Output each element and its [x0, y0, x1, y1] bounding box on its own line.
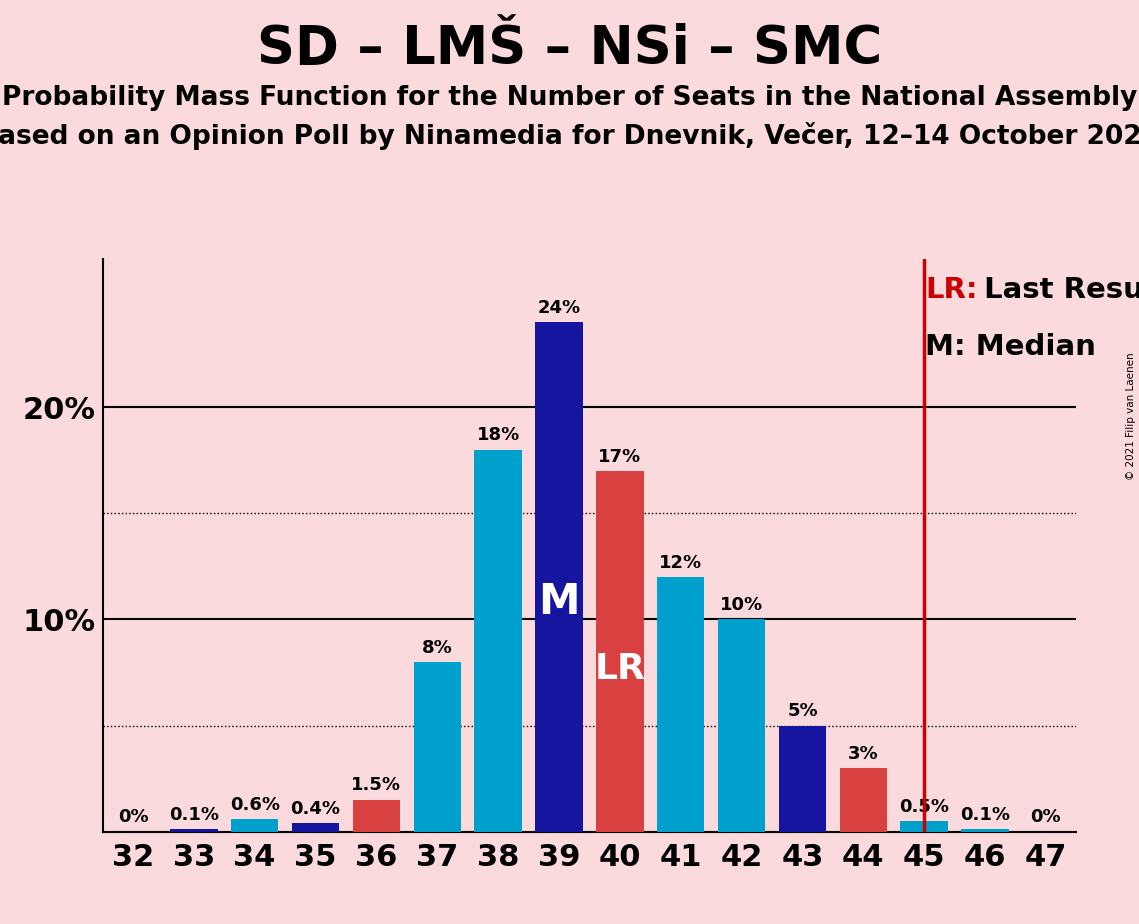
- Text: 0.5%: 0.5%: [899, 797, 949, 816]
- Text: 17%: 17%: [598, 447, 641, 466]
- Text: 0.4%: 0.4%: [290, 800, 341, 818]
- Bar: [779, 725, 826, 832]
- Text: 0.1%: 0.1%: [960, 806, 1010, 824]
- Text: Last Result: Last Result: [974, 276, 1139, 304]
- Text: 24%: 24%: [538, 299, 581, 317]
- Bar: [231, 819, 278, 832]
- Text: LR: LR: [595, 652, 646, 687]
- Text: M: M: [539, 581, 580, 624]
- Text: 8%: 8%: [421, 638, 452, 657]
- Bar: [535, 322, 583, 832]
- Text: 18%: 18%: [476, 426, 519, 444]
- Text: M: Median: M: Median: [925, 334, 1096, 361]
- Bar: [596, 471, 644, 832]
- Bar: [170, 830, 218, 832]
- Text: 1.5%: 1.5%: [352, 776, 401, 795]
- Bar: [292, 823, 339, 832]
- Text: 12%: 12%: [659, 553, 703, 572]
- Bar: [657, 577, 704, 832]
- Bar: [475, 450, 522, 832]
- Text: 0%: 0%: [1031, 808, 1062, 826]
- Bar: [413, 662, 461, 832]
- Bar: [901, 821, 948, 832]
- Text: SD – LMŠ – NSi – SMC: SD – LMŠ – NSi – SMC: [257, 23, 882, 75]
- Text: © 2021 Filip van Laenen: © 2021 Filip van Laenen: [1126, 352, 1136, 480]
- Text: Probability Mass Function for the Number of Seats in the National Assembly: Probability Mass Function for the Number…: [2, 85, 1137, 111]
- Text: 5%: 5%: [787, 702, 818, 720]
- Text: LR:: LR:: [925, 276, 978, 304]
- Text: 0.6%: 0.6%: [230, 796, 280, 813]
- Bar: [839, 768, 887, 832]
- Text: 0.1%: 0.1%: [169, 806, 219, 824]
- Text: 10%: 10%: [720, 596, 763, 614]
- Bar: [961, 830, 1009, 832]
- Text: 0%: 0%: [117, 808, 148, 826]
- Bar: [353, 800, 400, 832]
- Text: 3%: 3%: [849, 745, 878, 762]
- Text: Based on an Opinion Poll by Ninamedia for Dnevnik, Večer, 12–14 October 2021: Based on an Opinion Poll by Ninamedia fo…: [0, 122, 1139, 150]
- Bar: [718, 619, 765, 832]
